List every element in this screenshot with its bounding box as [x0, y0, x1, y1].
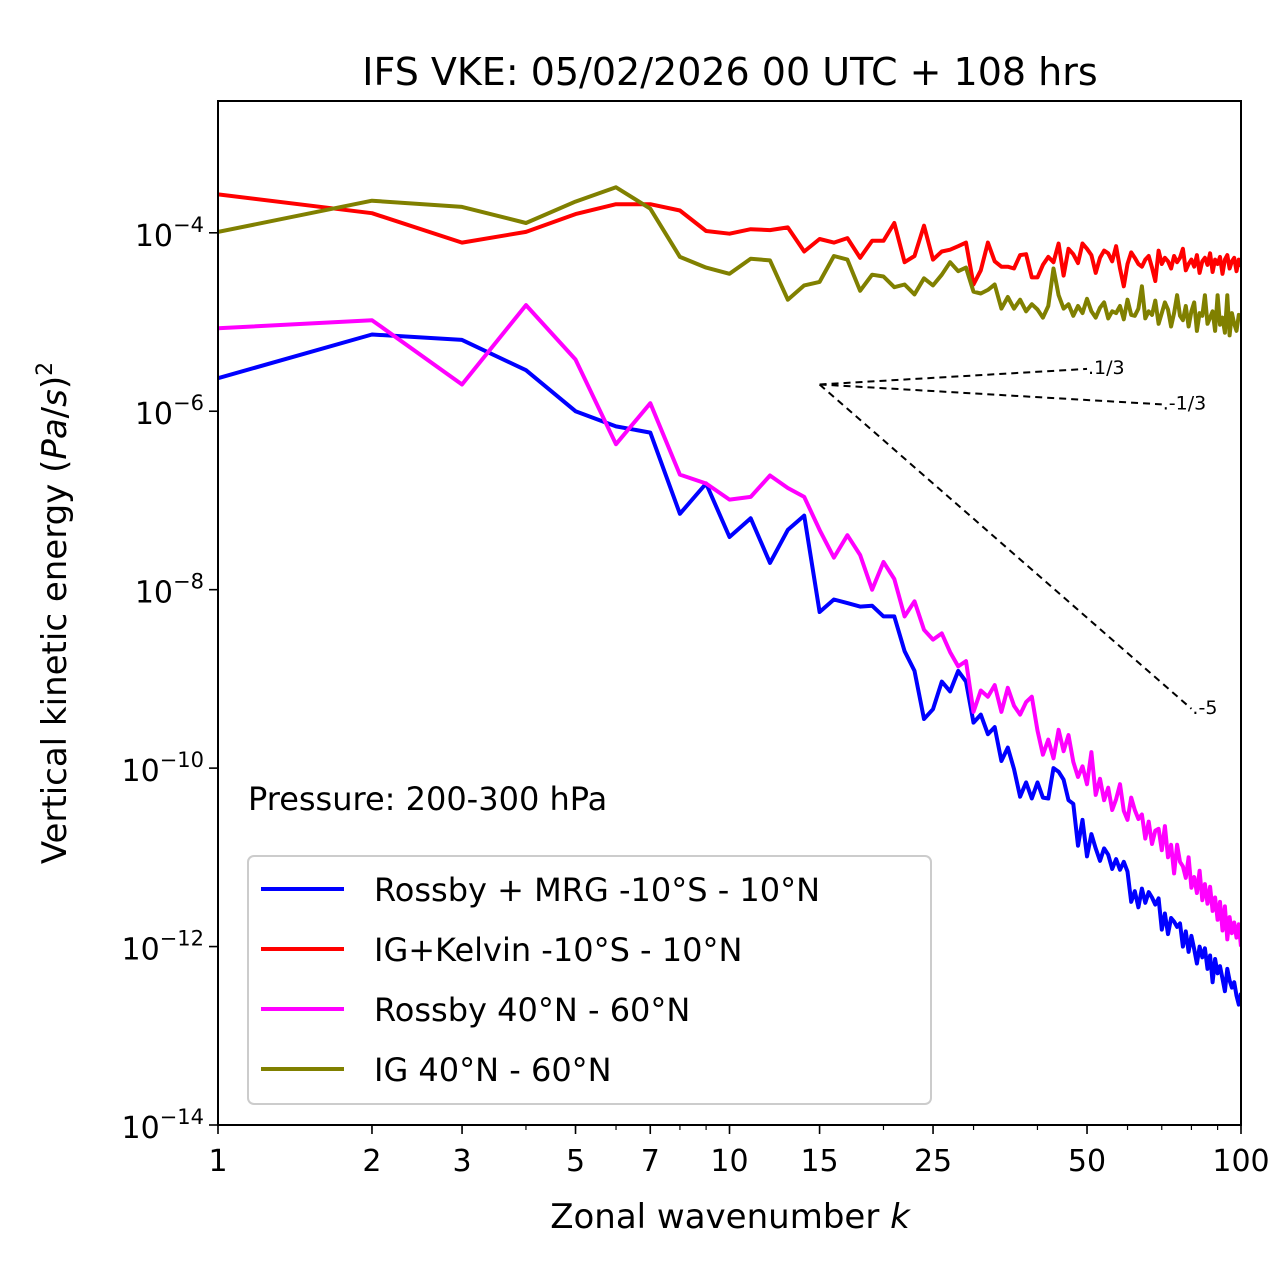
legend-label-3: Rossby 40°N - 60°N [374, 991, 690, 1029]
slope-label-3: .-5 [1192, 697, 1217, 719]
series-line-4 [218, 185, 1241, 338]
x-tick-label: 100 [1212, 1144, 1269, 1179]
series-line-1 [218, 332, 1241, 1007]
x-tick-label: 15 [800, 1144, 838, 1179]
x-tick-label: 1 [208, 1144, 227, 1179]
reference-slopes: .1/3 .-1/3 .-5 [818, 357, 1217, 719]
legend-label-4: IG 40°N - 60°N [374, 1051, 612, 1089]
y-axis-label: Vertical kinetic energy (Pa/s)2 [33, 362, 75, 864]
y-tick-label: 10−12 [121, 927, 204, 968]
x-tick-label: 50 [1068, 1144, 1106, 1179]
y-tick-label: 10−14 [121, 1105, 204, 1146]
x-tick-label: 25 [914, 1144, 952, 1179]
legend: Rossby + MRG -10°S - 10°N IG+Kelvin -10°S… [247, 855, 932, 1105]
y-tick-label: 10−4 [135, 213, 204, 254]
chart-title: IFS VKE: 05/02/2026 00 UTC + 108 hrs [362, 50, 1097, 94]
y-tick-label: 10−6 [135, 391, 204, 432]
y-tick-label: 10−8 [135, 570, 204, 611]
x-axis-label: Zonal wavenumber k [550, 1197, 911, 1237]
slope-label-2: .-1/3 [1163, 392, 1206, 414]
x-tick-label: 3 [453, 1144, 472, 1179]
series-line-3 [218, 303, 1241, 947]
plot-area [218, 185, 1241, 1007]
x-tick-label: 5 [566, 1144, 585, 1179]
pressure-annotation: Pressure: 200-300 hPa [248, 780, 607, 818]
legend-frame [247, 855, 932, 1105]
x-tick-label: 7 [641, 1144, 660, 1179]
x-tick-label: 10 [710, 1144, 748, 1179]
y-axis-ticks: 10−4 10−6 10−8 10−10 10−12 10−14 [121, 213, 218, 1146]
slope-line-2 [819, 383, 1162, 406]
legend-label-2: IG+Kelvin -10°S - 10°N [374, 931, 742, 969]
y-tick-label: 10−10 [121, 748, 204, 789]
x-tick-label: 2 [362, 1144, 381, 1179]
slope-line-1 [819, 367, 1088, 386]
slope-line-3 [818, 383, 1193, 710]
x-axis-ticks: 1 2 3 5 7 10 15 25 50 100 [208, 1125, 1270, 1179]
series-line-2 [218, 192, 1241, 289]
slope-label-1: .1/3 [1088, 357, 1125, 379]
legend-label-1: Rossby + MRG -10°S - 10°N [374, 871, 820, 909]
